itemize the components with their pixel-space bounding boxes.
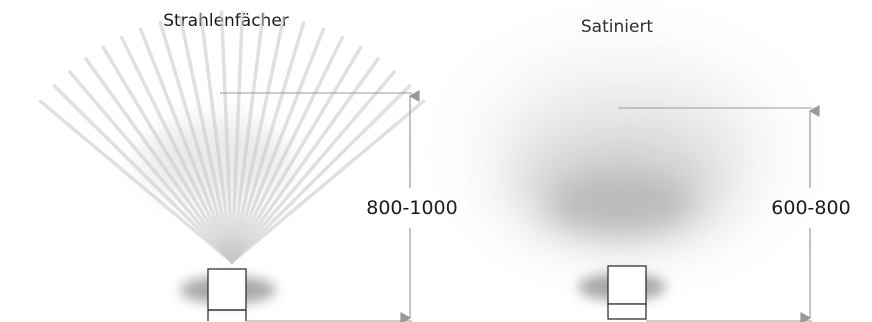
light-ray [230, 84, 412, 264]
light-ray [101, 45, 234, 264]
light-ray [178, 15, 234, 264]
panel-ray-fan: Strahlenfächer 800-1000 [38, 10, 458, 322]
light-ray [230, 10, 245, 264]
light-ray [230, 99, 426, 264]
light-ray [67, 70, 234, 264]
light-ray [230, 12, 265, 264]
light-ray [230, 20, 306, 264]
light-ray [230, 15, 286, 264]
light-ray [230, 70, 397, 264]
light-ray [230, 27, 326, 264]
fixture-housing-left [207, 268, 247, 311]
panel-title-ray-fan: Strahlenfächer [163, 11, 289, 31]
fixture-base-right [607, 303, 647, 320]
fixture-housing-right [607, 265, 647, 305]
satin-glow-core [550, 177, 690, 233]
light-ray [199, 12, 234, 264]
dimension-label-right: 600-800 [771, 197, 850, 219]
light-ray [119, 35, 234, 264]
light-rays [38, 10, 426, 264]
light-ray [138, 27, 234, 264]
light-ray [38, 99, 234, 264]
panel-title-satin: Satiniert [581, 17, 654, 37]
light-ray [84, 57, 234, 264]
panel-satin: Satiniert 600-800 [492, 17, 851, 322]
light-ray [52, 84, 234, 264]
light-ray [158, 20, 234, 264]
dimension-label-left: 800-1000 [366, 197, 457, 219]
light-ray [219, 10, 234, 264]
light-ray [230, 35, 345, 264]
ray-fan-glow [140, 120, 290, 200]
light-ray [230, 45, 363, 264]
